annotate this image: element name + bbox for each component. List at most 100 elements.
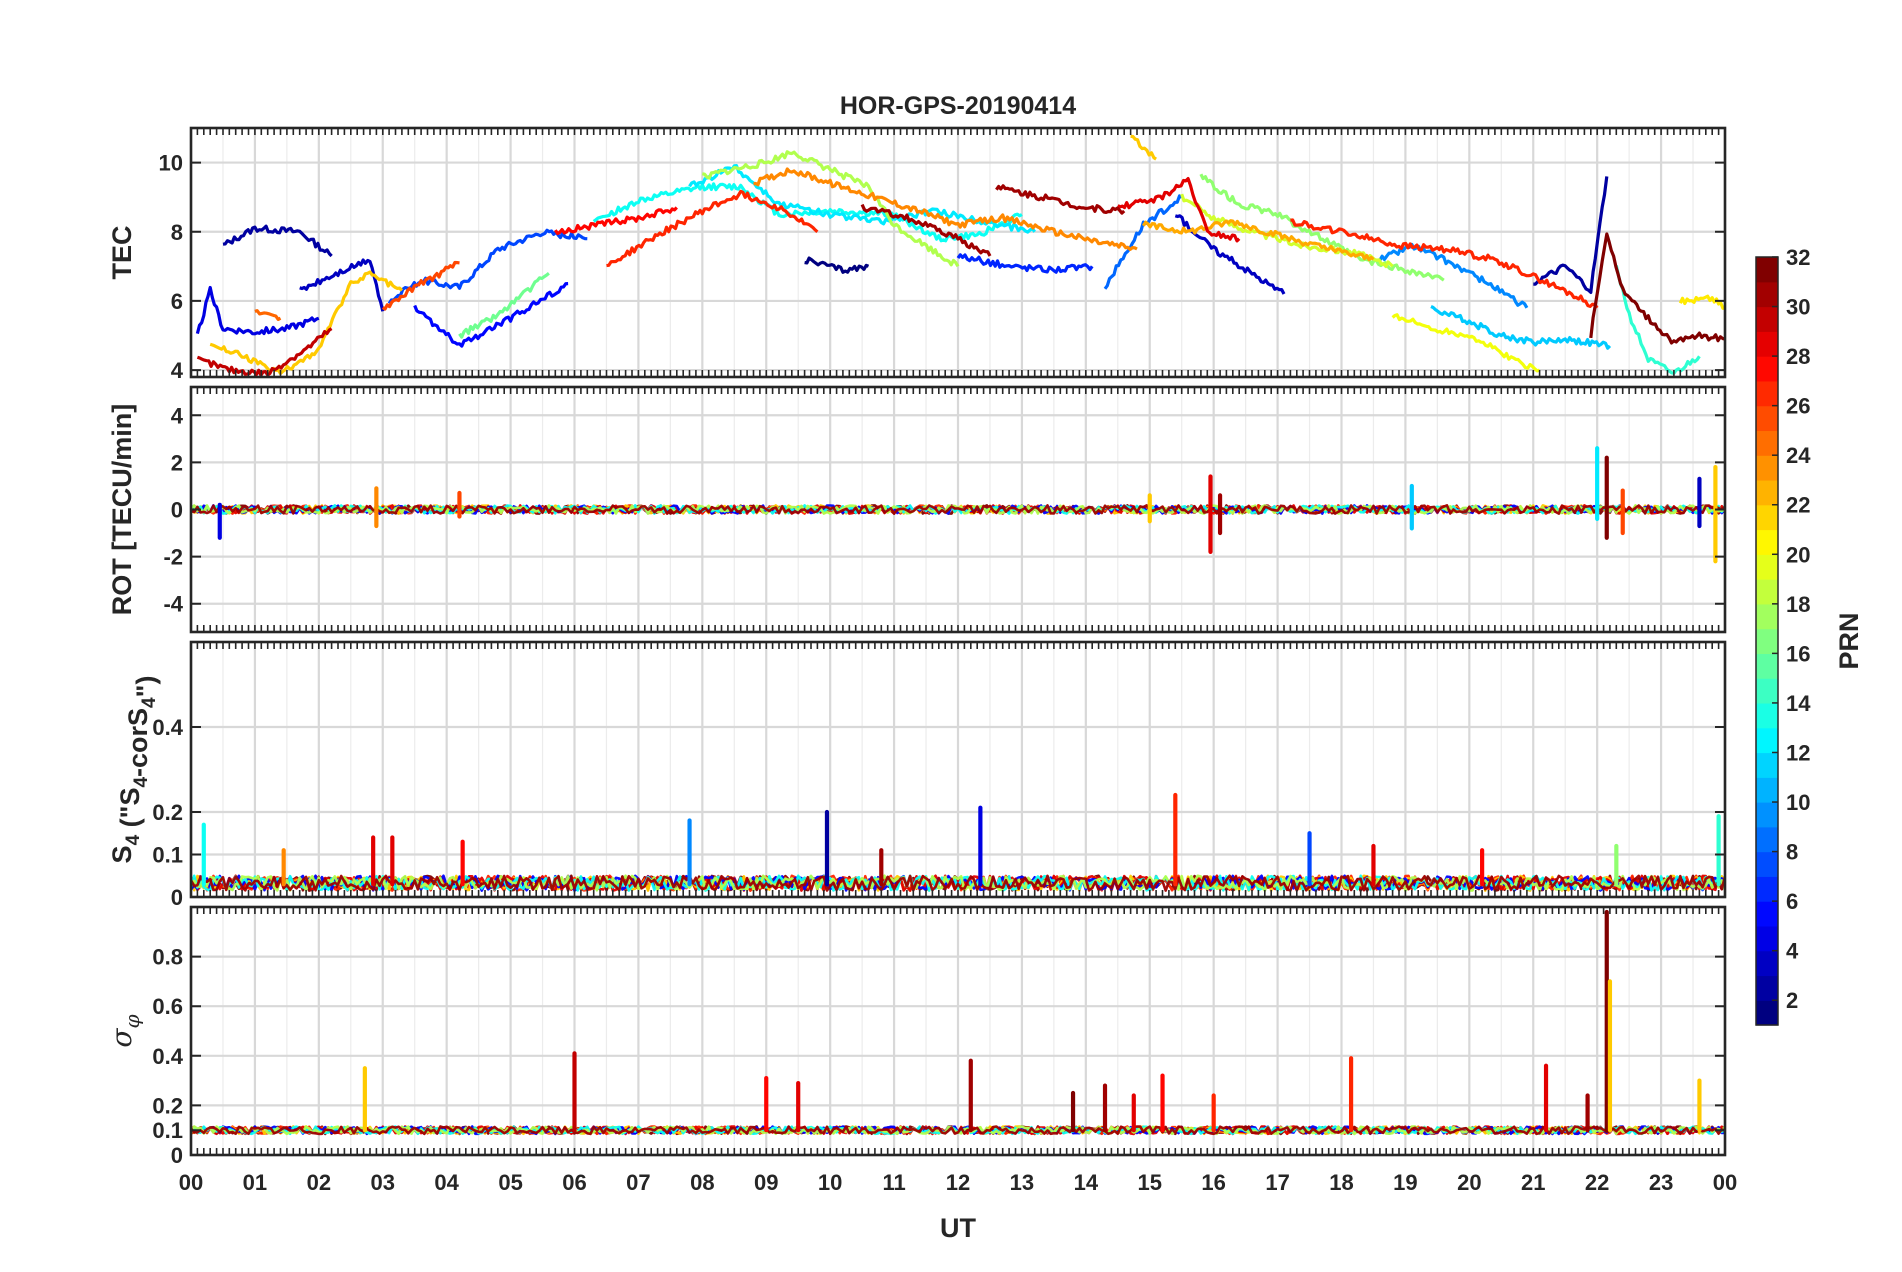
y-tick-label: 10 <box>159 151 183 176</box>
tec-series-prn-23 <box>1142 219 1375 262</box>
tec-series-prn-30 <box>196 327 333 377</box>
tec-series-prn-24 <box>753 167 1138 251</box>
y-tick-label: 0.4 <box>152 1044 183 1069</box>
x-tick-label: 02 <box>307 1170 331 1195</box>
tec-series-prn-21 <box>1678 294 1725 310</box>
x-tick-label: 03 <box>371 1170 395 1195</box>
colorbar-segment <box>1756 777 1778 803</box>
colorbar-segment <box>1756 529 1778 555</box>
tec-series-prn-27 <box>1290 218 1599 309</box>
x-axis-title: UT <box>940 1213 976 1243</box>
colorbar-label: PRN <box>1834 612 1864 669</box>
tec-series-prn-26 <box>381 260 460 311</box>
tec-series-prn-5 <box>413 282 569 348</box>
tec-series-prn-31 <box>860 203 992 257</box>
panel-s4: 00.10.20.4S4 ("S4-corS4") <box>107 640 1727 910</box>
y-axis-title-part: ("S <box>115 788 145 835</box>
colorbar-segment <box>1756 603 1778 630</box>
y-axis-title-part: -corS <box>123 708 153 777</box>
x-tick-label: 10 <box>818 1170 842 1195</box>
y-axis-title-part: ") <box>131 676 161 698</box>
tec-series-prn-32 <box>1589 232 1725 345</box>
y-tick-label: 4 <box>171 358 184 383</box>
colorbar-tick-label: 30 <box>1786 295 1810 320</box>
x-tick-label: 00 <box>179 1170 203 1195</box>
colorbar-segment <box>1756 851 1778 877</box>
y-axis-title-part: 4 <box>123 834 144 845</box>
x-tick-label: 16 <box>1201 1170 1225 1195</box>
y-axis-title: TEC <box>107 226 137 280</box>
tec-series-prn-6 <box>956 253 1094 274</box>
x-tick-label: 23 <box>1649 1170 1673 1195</box>
panel-sigma_phi: 00.10.2 0.4 0.6 0.8 σφ 00 01 02 03 04 05 06 07 08 09 10… <box>105 905 1737 1195</box>
tec-series-prn-29 <box>1116 177 1241 243</box>
x-tick-label: 20 <box>1457 1170 1481 1195</box>
colorbar-segment <box>1756 331 1778 357</box>
colorbar-segment <box>1756 405 1778 432</box>
panel-rot: -4 -2 0 2 4 ROT [TECU/min] <box>107 385 1727 634</box>
data-group <box>195 134 1725 377</box>
colorbar-segment <box>1756 380 1778 407</box>
baseline-trace-prn-31 <box>191 504 1725 515</box>
colorbar-segment <box>1756 628 1778 654</box>
y-axis-title: S4 ("S4-corS4") <box>107 676 161 864</box>
y-tick-label: 0.2 <box>152 800 183 825</box>
colorbar-segment <box>1756 925 1778 952</box>
colorbar-segment <box>1756 678 1778 704</box>
colorbar-segment <box>1756 702 1778 729</box>
y-axis-title-part: 4 <box>131 777 152 788</box>
major-ticks-y <box>191 955 1725 1156</box>
colorbar-segment <box>1756 876 1778 902</box>
minor-ticks-x <box>190 907 1726 1155</box>
y-tick-label: 0.6 <box>152 994 183 1019</box>
y-tick-label: 0.1 <box>152 1118 183 1143</box>
colorbar-segment <box>1756 826 1778 853</box>
baseline-trace-prn-31 <box>191 874 1725 892</box>
colorbar-tick-label: 26 <box>1786 394 1810 419</box>
y-axis-title-part: S <box>107 845 137 863</box>
y-tick-label: 0.4 <box>152 715 183 740</box>
tec-series-prn-22 <box>1130 134 1157 161</box>
tec-series-prn-11 <box>1430 305 1612 350</box>
x-tick-label: 04 <box>434 1170 459 1195</box>
colorbar-segment <box>1756 1000 1778 1026</box>
y-tick-label: 0 <box>171 885 183 910</box>
x-tick-label: 05 <box>498 1170 522 1195</box>
tec-series-prn-20 <box>1391 313 1541 373</box>
x-tick-label: 19 <box>1393 1170 1417 1195</box>
x-tick-label: 15 <box>1138 1170 1162 1195</box>
major-ticks-y <box>191 161 1725 372</box>
minor-ticks-x <box>190 387 1726 632</box>
colorbar-segment <box>1756 257 1778 283</box>
x-tick-label: 18 <box>1329 1170 1353 1195</box>
tec-series-prn-17 <box>1199 173 1445 282</box>
tec-series-prn-2 <box>1533 176 1609 294</box>
colorbar-segment <box>1756 727 1778 754</box>
tec-series-prn-4 <box>195 285 320 336</box>
colorbar-tick-label: 12 <box>1786 740 1810 765</box>
tec-series-prn-28 <box>553 206 678 236</box>
colorbar-tick-label: 16 <box>1786 641 1810 666</box>
tec-series-prn-1 <box>804 256 870 274</box>
x-tick-label: 07 <box>626 1170 650 1195</box>
colorbar-segment <box>1756 901 1778 927</box>
colorbar-segment <box>1756 356 1778 382</box>
y-tick-label: -2 <box>163 545 183 570</box>
y-tick-label: 0 <box>171 498 183 523</box>
colorbar-segment <box>1756 554 1778 580</box>
y-tick-label: 6 <box>171 289 183 314</box>
y-tick-label: 2 <box>171 450 183 475</box>
colorbar-tick-label: 22 <box>1786 493 1810 518</box>
major-ticks-y <box>191 726 1725 898</box>
colorbar-segment <box>1756 752 1778 778</box>
tec-series-prn-27 <box>606 189 819 268</box>
tec-series-prn-18 <box>702 150 960 268</box>
colorbar-segment <box>1756 504 1778 531</box>
tec-series-prn-31 <box>995 184 1126 215</box>
major-ticks-y <box>191 414 1725 605</box>
colorbar-segment <box>1756 455 1778 481</box>
x-tick-label: 13 <box>1010 1170 1034 1195</box>
